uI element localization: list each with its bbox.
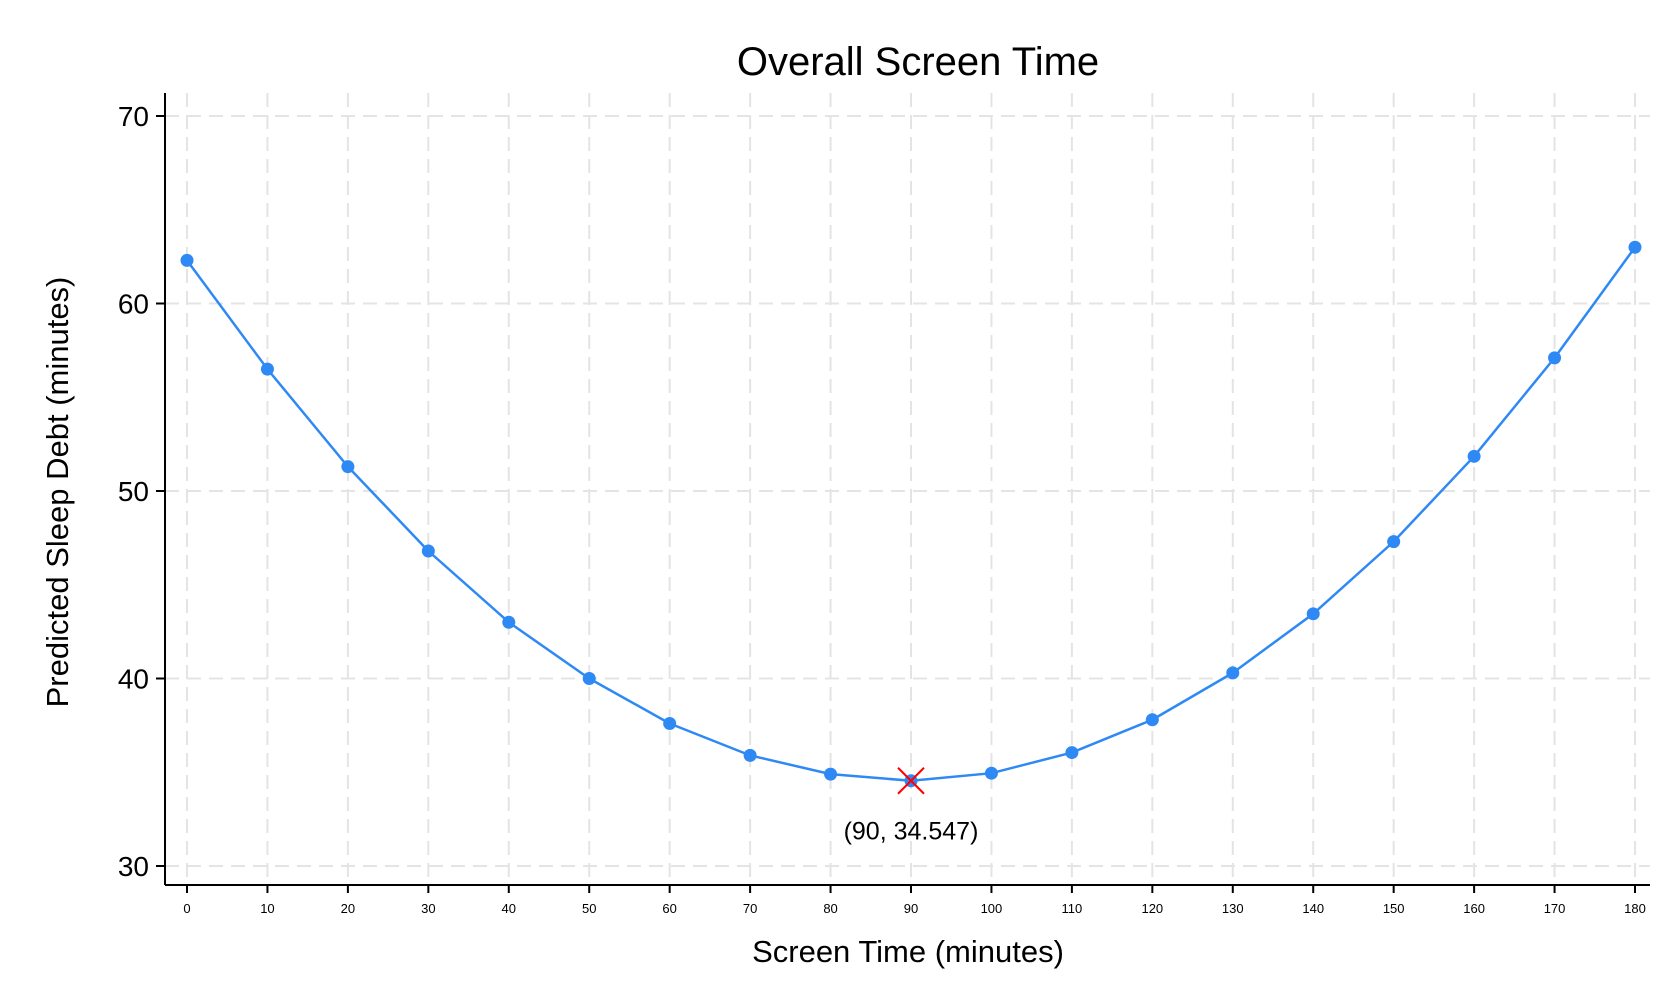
- data-point-16: [1467, 449, 1481, 463]
- x-tick-label-6: 60: [662, 901, 676, 916]
- minimum-cross-stroke-2: [897, 767, 925, 795]
- data-point-7: [743, 748, 757, 762]
- data-point-11: [1065, 746, 1079, 760]
- x-tick-label-15: 150: [1383, 901, 1405, 916]
- y-axis-label: Predicted Sleep Debt (minutes): [40, 277, 75, 708]
- data-point-17: [1548, 351, 1562, 365]
- minimum-marker: (90, 34.547): [844, 767, 979, 846]
- data-point-2: [341, 460, 355, 474]
- data-point-8: [824, 767, 838, 781]
- minimum-annotation: (90, 34.547): [844, 818, 979, 846]
- x-tick-label-4: 40: [502, 901, 516, 916]
- x-tick-label-11: 110: [1062, 901, 1083, 916]
- chart-title: Overall Screen Time: [737, 40, 1099, 84]
- data-point-0: [180, 253, 194, 267]
- x-tick-label-5: 50: [582, 901, 596, 916]
- data-point-13: [1226, 666, 1240, 680]
- x-tick-label-3: 30: [421, 901, 435, 916]
- x-ticks: 0 10 20 30 40 50 60 70 80 90 100 110 120 130 140 150 160…: [183, 885, 1646, 916]
- x-tick-label-1: 10: [260, 901, 274, 916]
- x-tick-label-10: 100: [981, 901, 1003, 916]
- y-tick-label-1: 40: [118, 664, 149, 695]
- x-tick-label-16: 160: [1463, 901, 1485, 916]
- data-point-15: [1387, 535, 1401, 549]
- x-tick-label-12: 120: [1141, 901, 1163, 916]
- x-tick-label-14: 140: [1302, 901, 1324, 916]
- x-tick-label-8: 80: [823, 901, 837, 916]
- x-tick-label-17: 170: [1544, 901, 1566, 916]
- x-tick-label-18: 180: [1624, 901, 1646, 916]
- x-tick-label-0: 0: [183, 901, 190, 916]
- data-point-5: [582, 672, 596, 685]
- y-ticks: 30 40 50 60 70: [118, 101, 165, 882]
- x-tick-label-7: 70: [743, 901, 757, 916]
- y-tick-label-2: 50: [118, 476, 149, 507]
- grid: [165, 93, 1650, 885]
- data-point-14: [1306, 607, 1320, 621]
- data-point-1: [260, 362, 274, 376]
- data-point-6: [663, 717, 677, 730]
- data-point-18: [1628, 240, 1642, 254]
- data-point-3: [421, 544, 435, 558]
- x-tick-label-13: 130: [1222, 901, 1244, 916]
- y-tick-label-3: 60: [118, 289, 149, 320]
- x-tick-label-2: 20: [341, 901, 355, 916]
- x-tick-label-9: 90: [904, 901, 918, 916]
- y-tick-label-4: 70: [118, 101, 149, 132]
- data-point-10: [984, 766, 998, 780]
- data-point-4: [502, 615, 516, 629]
- data-point-12: [1145, 713, 1159, 727]
- y-tick-label-0: 30: [118, 851, 149, 882]
- x-axis-label: Screen Time (minutes): [752, 934, 1064, 969]
- axes: [164, 93, 1650, 886]
